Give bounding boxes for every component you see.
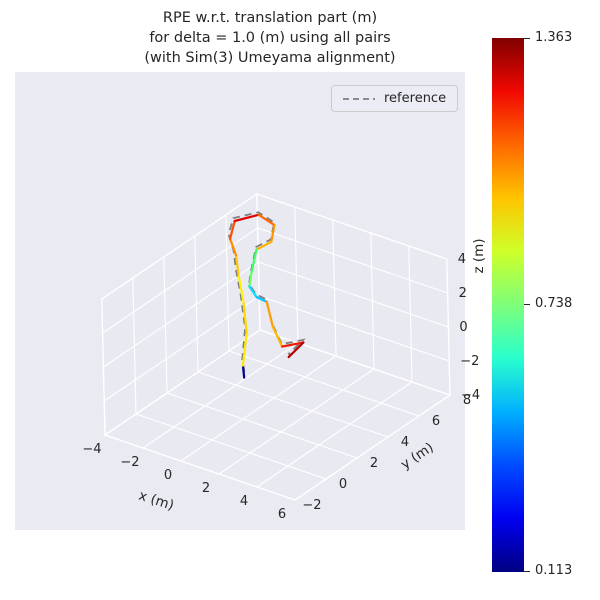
- tick-label: −2: [120, 455, 139, 470]
- tick-label: 4: [240, 494, 248, 509]
- colorbar-tick-mid: [524, 304, 530, 306]
- trajectory-segment: [248, 285, 258, 299]
- trajectory-segment: [257, 213, 276, 227]
- colorbar-label-max: 1.363: [535, 30, 573, 45]
- trajectory-segment: [228, 219, 236, 240]
- tick-label: 6: [432, 414, 440, 429]
- trajectory-segment: [241, 331, 248, 367]
- legend-label-reference: reference: [384, 91, 447, 106]
- trajectory-segment: [255, 240, 273, 251]
- colorbar: 1.363 0.738 0.113: [492, 30, 572, 578]
- tick-label: −2: [302, 498, 321, 513]
- trajectory-segment: [265, 300, 274, 329]
- colorbar-label-min: 0.113: [535, 563, 573, 578]
- chart-title-line-1: RPE w.r.t. translation part (m): [162, 10, 378, 26]
- trajectory-segment: [242, 300, 248, 334]
- colorbar-label-mid: 0.738: [535, 296, 573, 311]
- trajectory-segment: [235, 254, 240, 276]
- trajectory-segment: [233, 213, 260, 223]
- tick-label: 2: [202, 481, 210, 496]
- tick-label: −2: [460, 354, 479, 369]
- tick-label: 0: [339, 477, 347, 492]
- estimate-trajectory: [228, 213, 305, 379]
- chart-title: RPE w.r.t. translation part (m) for delt…: [15, 8, 525, 68]
- grid-lines: [101, 193, 451, 501]
- tick-label: 0: [164, 468, 172, 483]
- tick-label: 8: [463, 393, 471, 408]
- trajectory-segment: [270, 224, 276, 243]
- trajectory-segment: [271, 325, 284, 348]
- trajectory-segment: [241, 364, 246, 379]
- colorbar-tick-min: [524, 570, 530, 572]
- trajectory-segment: [248, 271, 253, 288]
- tick-label: −4: [461, 388, 480, 403]
- tick-label: 6: [278, 507, 286, 522]
- tick-label: 0: [459, 320, 467, 335]
- colorbar-gradient: [492, 38, 524, 572]
- legend: reference: [331, 85, 459, 112]
- tick-label: 2: [370, 456, 378, 471]
- chart-title-line-3: (with Sim(3) Umeyama alignment): [144, 50, 396, 66]
- trajectory-segment: [228, 237, 238, 257]
- reference-dashed-line-sample: [343, 97, 375, 100]
- tick-label: 2: [459, 286, 467, 301]
- trajectory-segment: [255, 295, 268, 303]
- tick-label: 4: [401, 435, 409, 450]
- colorbar-tick-max: [524, 37, 530, 39]
- trajectory-segment: [237, 273, 245, 304]
- tick-label: −4: [82, 442, 101, 457]
- trajectory-segment: [281, 341, 305, 348]
- chart-title-line-2: for delta = 1.0 (m) using all pairs: [149, 30, 391, 46]
- tick-label: 4: [458, 252, 466, 267]
- z-axis-label: z (m): [471, 238, 487, 273]
- trajectory-segment: [250, 248, 258, 274]
- trajectory-segment: [287, 341, 305, 359]
